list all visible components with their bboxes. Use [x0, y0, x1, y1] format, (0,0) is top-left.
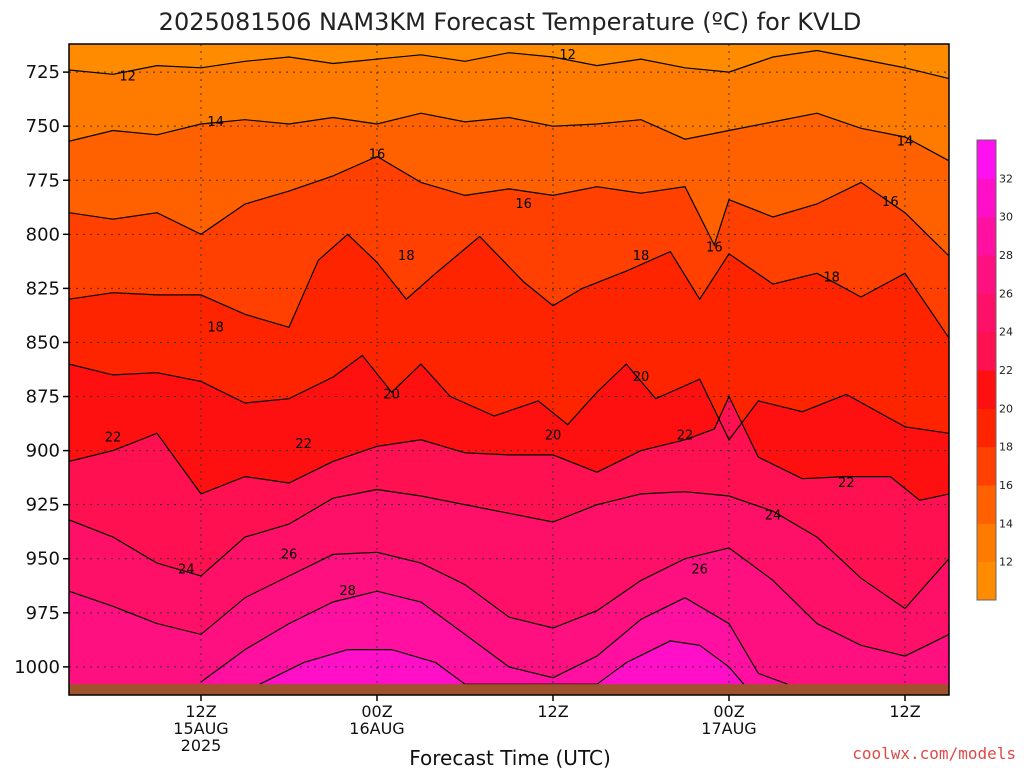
x-tick-label: 00Z: [361, 702, 392, 721]
colorbar-swatch: [977, 446, 996, 486]
colorbar: 12 14 16 18 20 22 24 26 28 30 32: [976, 139, 1013, 601]
colorbar-label: 32: [999, 172, 1013, 185]
contour-label-22: 22: [677, 428, 694, 443]
y-tick-label: 900: [26, 441, 60, 462]
colorbar-label: 30: [999, 211, 1013, 224]
contour-label-16: 16: [882, 195, 899, 210]
chart-title: 2025081506 NAM3KM Forecast Temperature (…: [159, 8, 862, 36]
plot-area: 12 12 14 14 16 16 16 16 18 18 18 18 20 20 20 22 22 22 22 24…: [69, 44, 949, 695]
x-tick-label: 17AUG: [701, 719, 756, 738]
x-axis-title: Forecast Time (UTC): [409, 746, 611, 768]
contour-label-22: 22: [105, 431, 122, 446]
x-tick-label: 16AUG: [349, 719, 404, 738]
y-tick-label: 1000: [14, 657, 60, 678]
y-tick-label: 750: [26, 116, 60, 137]
contour-label-20: 20: [383, 387, 400, 402]
colorbar-swatch: [977, 140, 996, 179]
contour-label-16: 16: [515, 197, 532, 212]
contour-line-16: [69, 155, 949, 257]
y-axis: 725 750 775 800 825 850 875 900 925 950 975 1000: [14, 62, 69, 678]
colorbar-label: 26: [999, 287, 1013, 300]
colorbar-label: 28: [999, 249, 1013, 262]
y-tick-label: 925: [26, 495, 60, 516]
contour-label-20: 20: [633, 370, 650, 385]
colorbar-swatch: [977, 178, 996, 218]
fill-band-30: [259, 640, 744, 695]
contour-label-26: 26: [281, 547, 298, 562]
contour-label-26: 26: [691, 563, 708, 578]
contour-label-18: 18: [823, 271, 840, 286]
y-tick-label: 725: [26, 62, 60, 83]
x-tick-label: 12Z: [185, 702, 216, 721]
contour-label-18: 18: [398, 249, 415, 264]
colorbar-swatch: [977, 216, 996, 256]
colorbar-swatch: [977, 523, 996, 563]
y-tick-label: 825: [26, 278, 60, 299]
colorbar-label: 24: [999, 326, 1013, 339]
colorbar-swatch: [977, 485, 996, 524]
contour-label-18: 18: [207, 320, 224, 335]
contour-line-12: [69, 49, 949, 80]
colorbar-frame: [976, 139, 997, 601]
contour-label-12: 12: [559, 48, 576, 63]
colorbar-swatch: [977, 293, 996, 333]
contour-line-14: [69, 112, 949, 162]
colorbar-label: 18: [999, 441, 1013, 454]
y-tick-label: 875: [26, 387, 60, 408]
contour-label-20: 20: [545, 428, 562, 443]
colorbar-swatch: [977, 561, 996, 601]
colorbar-label: 12: [999, 556, 1013, 569]
contour-label-14: 14: [207, 115, 224, 130]
colorbar-label: 20: [999, 402, 1013, 415]
contour-line-20: [69, 354, 949, 441]
contour-line-18: [69, 233, 949, 339]
contour-label-24: 24: [765, 508, 782, 523]
colorbar-label: 16: [999, 479, 1013, 492]
contour-label-22: 22: [295, 437, 312, 452]
contour-label-28: 28: [339, 584, 356, 599]
credit-text: coolwx.com/models: [852, 744, 1016, 763]
x-tick-label: 12Z: [889, 702, 920, 721]
colorbar-swatch: [977, 331, 996, 371]
y-tick-label: 775: [26, 170, 60, 191]
colorbar-swatch: [977, 370, 996, 409]
colorbar-label: 22: [999, 364, 1013, 377]
x-tick-label: 12Z: [537, 702, 568, 721]
contour-label-16: 16: [369, 147, 386, 162]
contour-line-24: [69, 488, 949, 610]
contour-label-18: 18: [633, 249, 650, 264]
contour-label-24: 24: [178, 563, 195, 578]
plot-frame: [68, 43, 950, 696]
contour-label-22: 22: [838, 476, 855, 491]
ground-strip: [69, 684, 949, 695]
contour-lines: [69, 49, 949, 685]
ground-layer: [69, 684, 949, 695]
y-tick-label: 800: [26, 224, 60, 245]
contour-label-14: 14: [897, 134, 914, 149]
contour-line-28: [200, 590, 788, 685]
colorbar-swatch: [977, 255, 996, 294]
contour-line-22: [69, 395, 949, 501]
y-tick-label: 950: [26, 549, 60, 570]
contour-labels: 12 12 14 14 16 16 16 16 18 18 18 18 20 20 20 22 22 22 22 24…: [105, 48, 914, 599]
contour-label-16: 16: [706, 240, 723, 255]
x-tick-label: 15AUG: [173, 719, 228, 738]
temperature-fill-layer: [69, 44, 949, 695]
x-tick-label: 2025: [181, 736, 222, 755]
y-tick-label: 850: [26, 332, 60, 353]
x-tick-label: 00Z: [713, 702, 744, 721]
colorbar-label: 14: [999, 517, 1013, 530]
colorbar-swatch: [977, 408, 996, 448]
contour-label-12: 12: [119, 69, 136, 84]
contour-line-26: [69, 547, 949, 657]
y-tick-label: 975: [26, 603, 60, 624]
